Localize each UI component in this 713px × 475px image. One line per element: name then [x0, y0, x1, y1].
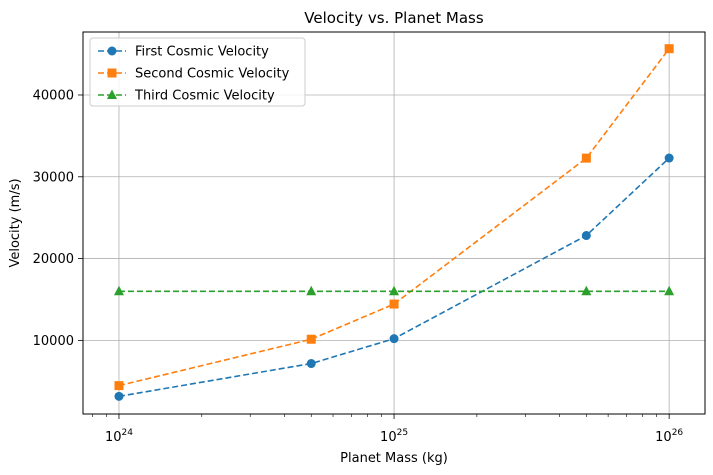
series-1 — [114, 153, 674, 401]
legend-entry: Third Cosmic Velocity — [98, 89, 275, 104]
legend-entry: First Cosmic Velocity — [98, 45, 269, 60]
data-point — [114, 391, 124, 401]
y-tick-label: 40000 — [33, 88, 74, 103]
data-point — [581, 285, 592, 296]
ticks: 1024 1025 1026 10000 20000 30000 40000 — [33, 88, 684, 445]
x-axis-label: Planet Mass (kg) — [340, 451, 448, 466]
y-tick-label: 10000 — [33, 334, 74, 349]
data-point — [113, 285, 124, 296]
series-layer — [113, 44, 675, 401]
data-point — [306, 359, 316, 369]
series-line — [118, 48, 670, 387]
series-3 — [113, 285, 675, 296]
series-2 — [114, 44, 674, 391]
data-point — [581, 153, 591, 163]
data-point — [306, 285, 317, 296]
legend-label: Second Cosmic Velocity — [135, 67, 290, 82]
legend-box — [89, 37, 306, 107]
legend: First Cosmic Velocity Second Cosmic Veloc… — [89, 37, 306, 107]
x-tick-label: 1024 — [105, 428, 133, 445]
x-tick-label: 1026 — [655, 428, 683, 445]
legend-label: Third Cosmic Velocity — [134, 89, 275, 104]
data-point — [389, 285, 400, 296]
y-tick-label: 20000 — [33, 252, 74, 267]
data-point — [114, 381, 124, 391]
y-axis-label: Velocity (m/s) — [8, 178, 23, 267]
data-point — [306, 334, 316, 344]
legend-label: First Cosmic Velocity — [135, 45, 269, 60]
legend-marker — [107, 68, 117, 78]
chart-title: Velocity vs. Planet Mass — [304, 9, 484, 27]
data-point — [389, 299, 399, 309]
data-point — [581, 231, 591, 241]
data-point — [389, 334, 399, 344]
legend-marker — [107, 46, 117, 56]
legend-marker — [107, 89, 117, 99]
y-tick-label: 30000 — [33, 170, 74, 185]
data-point — [664, 153, 674, 163]
x-tick-label: 1025 — [380, 428, 408, 445]
legend-entry: Second Cosmic Velocity — [98, 67, 290, 82]
data-point — [664, 285, 675, 296]
data-point — [664, 44, 674, 54]
